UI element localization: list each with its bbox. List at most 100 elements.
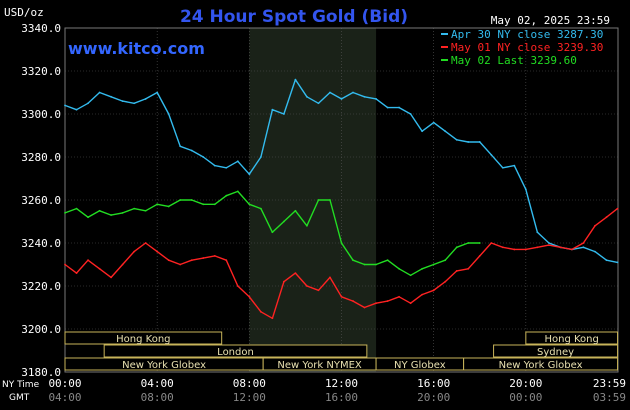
series-point	[582, 246, 585, 249]
x-tick-ny: 08:00	[233, 377, 266, 390]
series-point	[190, 259, 193, 262]
series-point	[467, 141, 470, 143]
series-point	[294, 209, 297, 212]
series-point	[594, 224, 596, 227]
series-point	[213, 164, 216, 167]
y-tick-label: 3300.0	[21, 108, 61, 121]
series-point	[156, 91, 159, 94]
series-point	[536, 246, 539, 249]
series-point	[582, 242, 585, 244]
x-tick-gmt: 12:00	[233, 391, 266, 404]
market-bar-label: New York Globex	[122, 360, 206, 371]
market-bar-label: Sydney	[537, 347, 574, 358]
plot-border	[64, 27, 619, 373]
series-point	[375, 302, 377, 305]
series-layer	[64, 78, 619, 320]
series-point	[64, 104, 66, 107]
series-point	[444, 130, 447, 133]
y-tick-label: 3320.0	[21, 65, 61, 78]
series-point	[524, 188, 527, 191]
series-point	[202, 156, 205, 158]
series-point	[352, 259, 354, 262]
x-tick-gmt: 16:00	[325, 391, 358, 404]
series-point	[271, 317, 274, 320]
market-bar	[493, 344, 619, 358]
series-point	[248, 295, 251, 298]
series-point	[467, 242, 470, 244]
series-point	[98, 91, 101, 94]
series-point	[167, 113, 170, 115]
series-point	[236, 190, 239, 193]
x-tick-ny: 20:00	[509, 377, 542, 390]
series-point	[340, 295, 343, 298]
series-point	[478, 242, 481, 244]
series-point	[98, 267, 101, 270]
series-point	[432, 121, 435, 124]
series-point	[513, 164, 516, 167]
series-point	[536, 231, 539, 234]
market-bar-label: New York Globex	[499, 360, 583, 371]
y-tick-label: 3200.0	[21, 323, 61, 336]
series-point	[110, 214, 112, 216]
series-point	[190, 199, 193, 201]
series-point	[133, 250, 136, 253]
series-point	[225, 166, 228, 169]
series-point	[236, 160, 239, 163]
series-point	[398, 295, 401, 298]
series-point	[259, 207, 262, 210]
market-bar	[525, 331, 619, 345]
series-point	[306, 285, 308, 287]
series-point	[375, 98, 377, 100]
x-tick-ny: 12:00	[325, 377, 358, 390]
series-point	[594, 250, 596, 253]
y-tick-label: 3240.0	[21, 237, 61, 250]
series-point	[121, 212, 124, 214]
x-tick-ny: 00:00	[48, 377, 81, 390]
y-tick-label: 3340.0	[21, 22, 61, 35]
ny-time-label: NY Time	[2, 380, 40, 390]
series-point	[110, 95, 112, 98]
market-hours-shade	[249, 28, 377, 372]
series-point	[375, 263, 377, 266]
y-tick-label: 3180.0	[21, 366, 61, 379]
series-point	[386, 300, 389, 302]
series-point	[179, 145, 182, 148]
series-point	[432, 289, 435, 292]
market-session-bars: Hong Kong London New York Globex New York N…	[64, 331, 619, 371]
series-point	[616, 207, 619, 210]
series-point	[329, 276, 331, 279]
y-tick-label: 3260.0	[21, 194, 61, 207]
x-tick-gmt: 08:00	[141, 391, 174, 404]
datetime-label: May 02, 2025 23:59	[491, 14, 610, 27]
series-point	[133, 207, 136, 210]
series-point	[363, 263, 366, 266]
series-point	[421, 130, 424, 133]
series-point	[559, 246, 562, 249]
series-point	[409, 302, 412, 305]
series-point	[282, 113, 285, 115]
website-url[interactable]: www.kitco.com	[68, 39, 205, 58]
series-point	[478, 141, 481, 143]
units-label: USD/oz	[4, 6, 44, 19]
market-bar-label: London	[217, 347, 254, 358]
series-point	[190, 149, 193, 152]
series-point	[236, 285, 239, 287]
series-point	[121, 100, 124, 102]
series-point	[133, 102, 136, 105]
series-point	[64, 212, 66, 214]
x-tick-gmt: 20:00	[417, 391, 450, 404]
market-bar	[103, 344, 368, 358]
series-point	[156, 203, 159, 206]
series-point	[144, 98, 147, 100]
series-point	[202, 203, 205, 206]
series-point	[501, 166, 504, 169]
series-point	[386, 259, 389, 262]
market-bar	[463, 357, 619, 371]
series-point	[547, 244, 550, 247]
series-point	[616, 261, 619, 264]
series-point	[271, 108, 274, 111]
x-tick-gmt: 04:00	[48, 391, 81, 404]
series-point	[87, 259, 89, 262]
series-point	[271, 231, 274, 234]
series-point	[248, 173, 251, 176]
